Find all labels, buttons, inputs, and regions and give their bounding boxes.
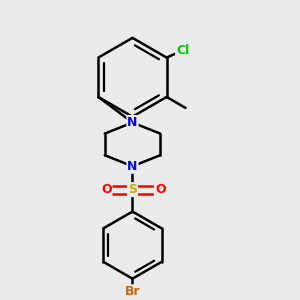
Text: Br: Br [125,285,140,298]
Text: N: N [127,160,138,173]
Text: N: N [127,116,138,129]
Text: O: O [101,183,112,196]
Text: S: S [128,183,137,196]
Text: O: O [155,183,166,196]
Text: Cl: Cl [176,44,189,57]
